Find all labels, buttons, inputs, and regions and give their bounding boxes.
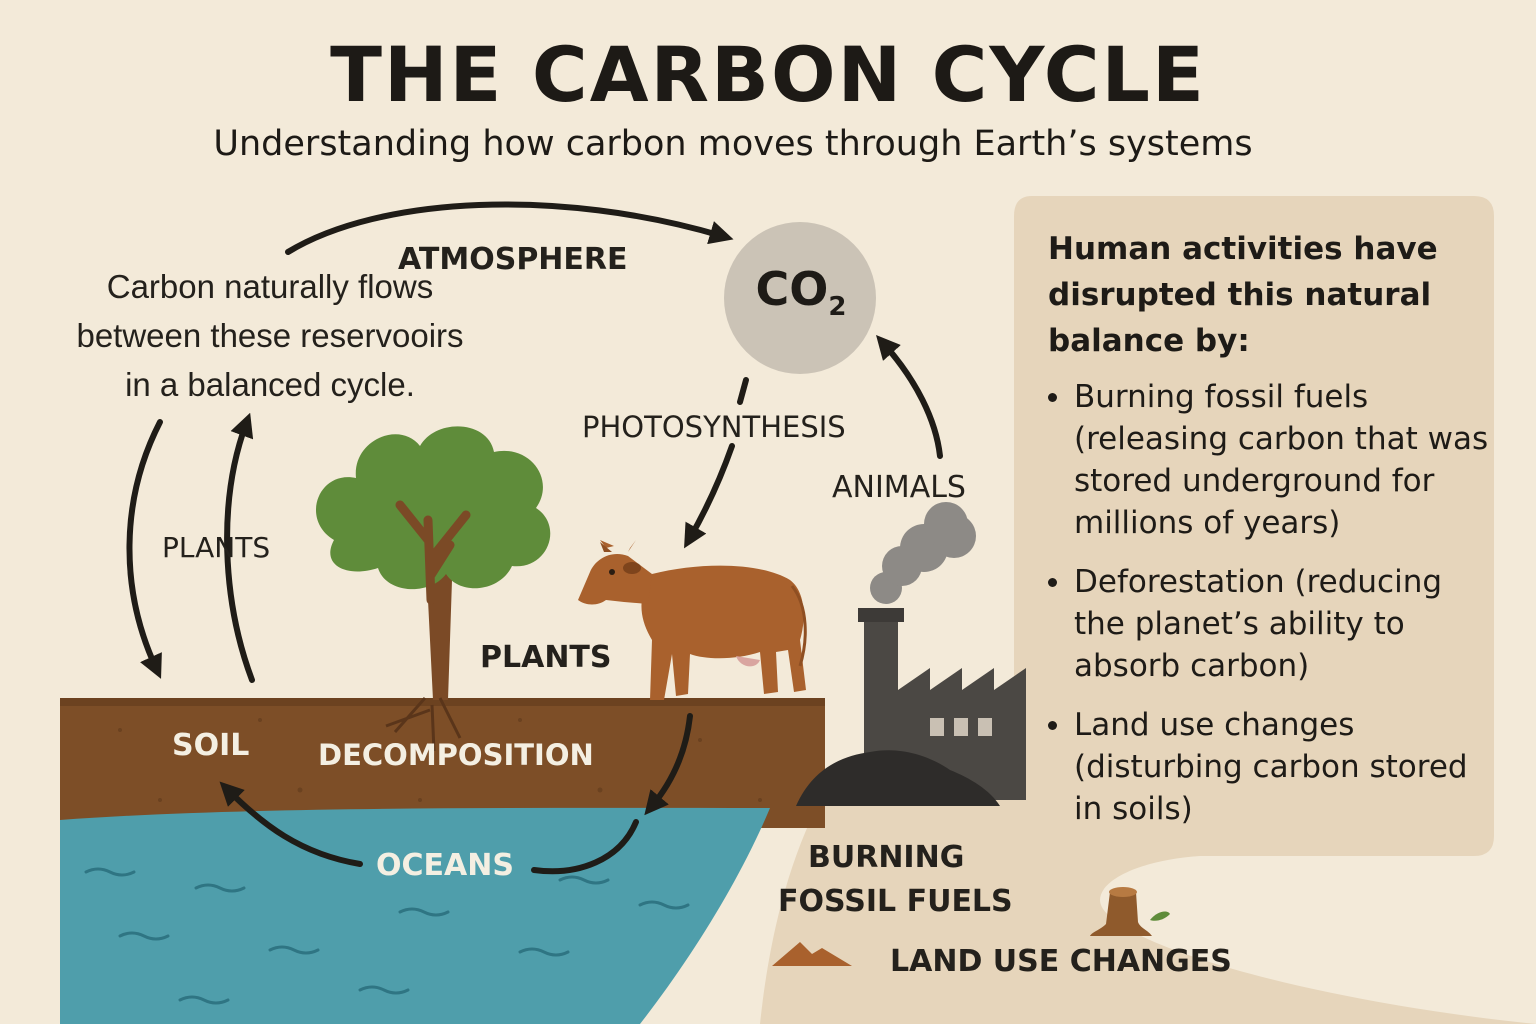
label-plants-left: PLANTS — [162, 531, 271, 564]
label-fossil-fuels: FOSSIL FUELS — [778, 884, 1013, 919]
soil-specks — [118, 718, 762, 802]
impact-item: Burning fossil fuels (releasing carbon t… — [1046, 376, 1488, 544]
label-animals: ANIMALS — [832, 470, 966, 505]
label-burning: BURNING — [808, 840, 965, 875]
label-oceans: OCEANS — [376, 848, 514, 883]
impact-item: Land use changes (disturbing carbon stor… — [1046, 704, 1488, 830]
intro-line: in a balanced cycle. — [125, 366, 415, 403]
arrow-photosynthesis — [737, 377, 749, 405]
ocean — [60, 807, 770, 1024]
arrow-down-left — [126, 419, 163, 679]
impact-line: Land use changes — [1074, 707, 1355, 743]
impact-line: in soils) — [1074, 791, 1193, 827]
smoke-icon — [870, 502, 976, 604]
panel-heading-line: Human activities have — [1048, 231, 1438, 267]
arrow-ocean-loop — [219, 781, 363, 867]
impact-line: millions of years) — [1074, 505, 1341, 541]
cow-icon — [578, 540, 807, 700]
arrow-to-co2 — [285, 201, 734, 255]
impact-line: stored underground for — [1074, 463, 1435, 499]
coal-heap — [796, 750, 1000, 806]
co2-label: CO2 — [726, 262, 876, 322]
panel-heading: Human activities have disrupted this nat… — [1048, 226, 1438, 364]
impact-line: Deforestation (reducing — [1074, 564, 1443, 600]
ocean-waves — [84, 867, 690, 1005]
info-panel-body — [760, 196, 1536, 1024]
page-title: THE CARBON CYCLE — [330, 30, 1206, 119]
arrow-up-plants — [224, 412, 255, 683]
panel-heading-line: disrupted this natural — [1048, 277, 1432, 313]
label-land-use-changes: LAND USE CHANGES — [890, 944, 1232, 979]
arrow-ocean-to-soil — [531, 819, 639, 875]
intro-line: Carbon naturally flows — [106, 268, 434, 305]
panel-heading-line: balance by: — [1048, 323, 1250, 359]
impact-line: (disturbing carbon stored — [1074, 749, 1468, 785]
tree-stump-icon — [1090, 887, 1170, 936]
soil-layer — [60, 698, 825, 828]
arrow-photosynthesis-down — [684, 443, 735, 549]
co2-subscript: 2 — [828, 292, 847, 322]
impact-line: absorb carbon) — [1074, 648, 1310, 684]
impact-line: Burning fossil fuels — [1074, 379, 1369, 415]
intro-line: between these reservooirs — [76, 317, 464, 354]
label-decomposition: DECOMPOSITION — [318, 738, 594, 772]
co2-circle-icon — [724, 222, 876, 374]
co2-main: CO — [755, 262, 829, 316]
dirt-mound-icon — [772, 942, 852, 966]
intro-text: Carbon naturally flows between these res… — [20, 262, 520, 409]
label-photosynthesis: PHOTOSYNTHESIS — [582, 410, 846, 444]
impact-line: the planet’s ability to — [1074, 606, 1405, 642]
arrow-animals-up — [876, 335, 943, 459]
impact-list: Burning fossil fuels (releasing carbon t… — [1046, 376, 1488, 847]
label-atmosphere: ATMOSPHERE — [398, 242, 628, 277]
impact-line: (releasing carbon that was — [1074, 421, 1489, 457]
tree-icon — [315, 426, 551, 752]
label-soil: SOIL — [172, 728, 250, 763]
impact-item: Deforestation (reducing the planet’s abi… — [1046, 561, 1488, 687]
page-subtitle: Understanding how carbon moves through E… — [213, 124, 1253, 164]
label-plants-center: PLANTS — [480, 640, 612, 675]
arrow-cow-down — [644, 713, 693, 816]
